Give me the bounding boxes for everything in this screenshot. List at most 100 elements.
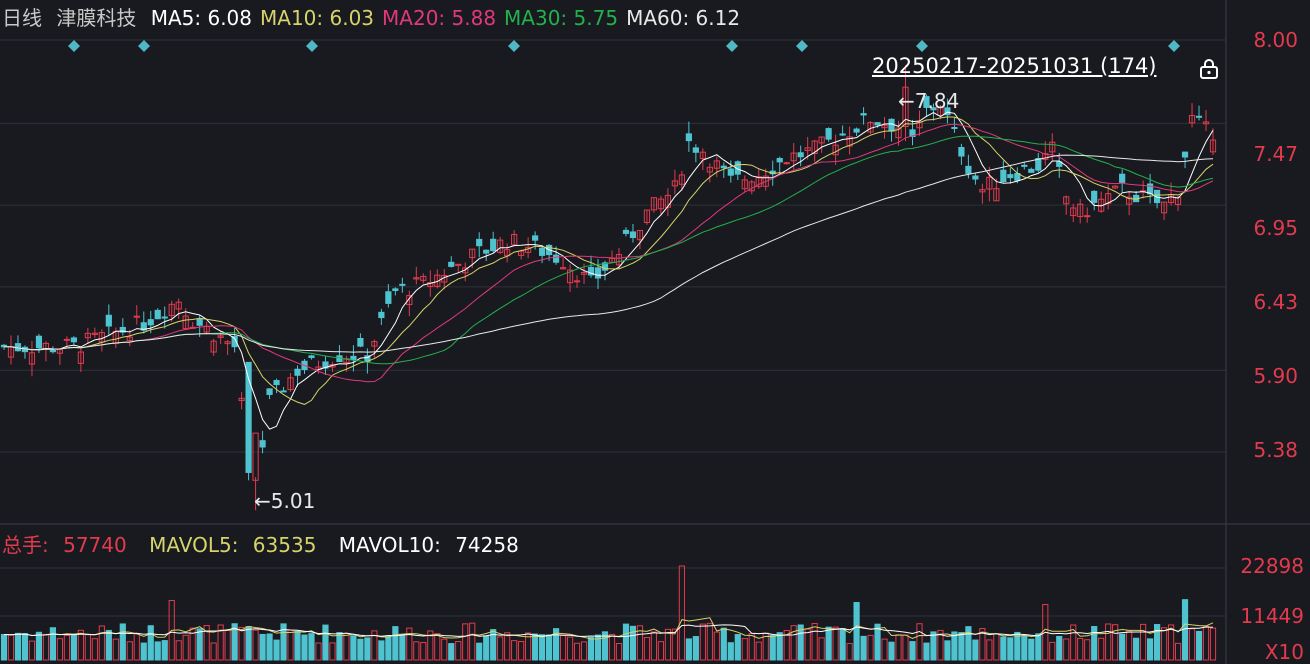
candle-body [958, 147, 965, 157]
volume-bar [98, 625, 105, 661]
volume-bar [769, 634, 776, 661]
high-annotation: ←7.84 [898, 89, 959, 113]
volume-legend: 总手: 57740 MAVOL5: 63535 MAVOL10: 74258 [2, 533, 535, 557]
volume-bar [1167, 624, 1175, 661]
candle-body [713, 160, 720, 169]
low-arrow-icon: ← [254, 489, 271, 513]
volume-bar [196, 628, 203, 661]
candle-body [476, 238, 483, 247]
volume-bar [699, 623, 706, 661]
volume-bar [1049, 641, 1056, 661]
volume-bar [951, 631, 958, 661]
volume-bar [385, 636, 392, 661]
volume-bar [406, 627, 413, 661]
volume-bar [559, 634, 567, 661]
candle-body [84, 332, 91, 339]
price-tick-label: 6.95 [1253, 216, 1298, 240]
candle-body [741, 179, 748, 190]
candle-body [497, 239, 504, 253]
volume-bar [539, 634, 546, 661]
candle-body [413, 277, 420, 280]
volume-bar [210, 642, 217, 661]
event-marker-icon [796, 40, 808, 52]
volume-bar [895, 634, 902, 661]
candle-body [706, 166, 713, 173]
candle-body [175, 301, 182, 310]
volume-bar [1035, 633, 1042, 661]
ma5-line [3, 111, 1214, 430]
volume-bar [1174, 642, 1182, 661]
volume-bar [189, 627, 196, 661]
volume-bar [643, 637, 651, 661]
volume-bar [867, 634, 874, 661]
candle-body [636, 229, 644, 241]
candle-body [357, 337, 364, 347]
candle-body [1091, 190, 1098, 203]
volume-bar [154, 641, 161, 661]
candle-body [923, 96, 930, 108]
candle-body [483, 249, 490, 254]
lock-icon[interactable] [1198, 58, 1220, 80]
volume-bar [776, 632, 783, 661]
volume-bar [77, 629, 84, 661]
candle-body [539, 247, 546, 256]
volume-bar [1147, 638, 1154, 661]
volume-bar [259, 633, 266, 661]
candle-body [420, 275, 427, 281]
candle-body [853, 128, 860, 133]
volume-bar [294, 630, 301, 661]
price-tick-label: 5.38 [1253, 438, 1298, 462]
volume-bar [469, 622, 476, 661]
candle-body [91, 332, 98, 335]
ma60-line [3, 154, 1214, 353]
volume-bar [105, 629, 112, 661]
event-marker-icon [306, 40, 318, 52]
candle-body [1035, 158, 1042, 171]
candle-body [434, 274, 441, 287]
candle-body [1160, 201, 1168, 214]
candle-body [811, 140, 818, 154]
ma10-line [3, 116, 1214, 405]
volume-bar [203, 624, 210, 661]
candle-body [1042, 153, 1049, 160]
volume-bar [420, 642, 427, 661]
volume-bar [881, 638, 888, 661]
volume-bar [832, 626, 839, 661]
volume-bar [818, 637, 825, 661]
volume-bar [804, 628, 811, 661]
volume-bar [1014, 631, 1021, 661]
period-label[interactable]: 日线 [2, 6, 42, 30]
candle-body [287, 377, 294, 391]
candle-body [105, 314, 112, 327]
candle-body [783, 162, 790, 165]
volume-bar [678, 565, 685, 661]
mavol10-line [3, 624, 1214, 638]
volume-bar [1133, 637, 1140, 661]
candle-body [1188, 114, 1196, 124]
candle-body [671, 180, 678, 187]
volume-bar [224, 629, 231, 661]
volume-bar [42, 633, 50, 661]
candle-body [427, 282, 434, 287]
volume-bar [21, 633, 29, 661]
volume-bar [1098, 637, 1105, 661]
candle-body [378, 311, 385, 319]
candle-body [678, 174, 685, 185]
ma-legend-item: MA5: 6.08 [150, 6, 253, 30]
volume-bar [14, 632, 22, 661]
volume-bar [1028, 638, 1035, 661]
volume-bar [727, 642, 734, 661]
volume-bar [601, 631, 609, 661]
volume-bar [692, 636, 699, 661]
volume-bar [1195, 630, 1203, 661]
volume-bar [636, 625, 644, 661]
ma-legend-item: MA60: 6.12 [626, 6, 741, 30]
volume-bar [1119, 633, 1126, 661]
volume-bar [1021, 635, 1028, 661]
candle-body [790, 152, 797, 162]
volume-bar [1153, 624, 1161, 661]
date-range-label[interactable]: 20250217-20251031 (174) [872, 54, 1157, 78]
candle-body [385, 291, 392, 304]
candle-body [231, 335, 238, 348]
volume-bar [1084, 639, 1091, 661]
